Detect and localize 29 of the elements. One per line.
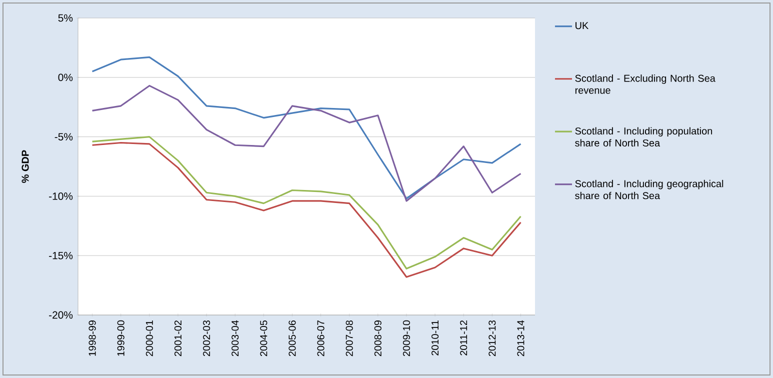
x-tick-label: 2007-08: [346, 320, 353, 356]
x-tick-label: 2011-12: [460, 320, 468, 356]
y-tick-label: 0%: [58, 74, 73, 82]
x-tick-label: 2013-14: [517, 320, 524, 356]
y-axis-title: % GDP: [22, 150, 29, 183]
x-tick-label: 2003-04: [232, 320, 239, 356]
x-tick-label: 2009-10: [402, 320, 410, 356]
line-series: [91, 56, 522, 200]
x-tick-label: 2008-09: [374, 320, 382, 356]
x-tick-label: 1998-99: [88, 320, 96, 356]
x-tick-label: 1999-00: [117, 320, 124, 356]
legend-label: Scotland - Including population share of North Sea: [575, 127, 712, 146]
y-tick-label: -15%: [49, 252, 73, 260]
legend-label: Scotland - Excluding North Sea revenue: [575, 74, 716, 94]
x-tick-label: 2002-03: [203, 320, 210, 356]
y-tick-label: -20%: [49, 311, 73, 319]
legend-label: UK: [576, 22, 589, 30]
y-tick-label: -5%: [54, 133, 73, 140]
x-tick-label: 2005-06: [288, 320, 296, 356]
y-tick-label: -10%: [49, 192, 73, 200]
line-series: [91, 84, 522, 202]
x-tick-label: 2004-05: [260, 320, 268, 356]
y-tick-label: 5%: [58, 14, 73, 22]
x-tick-label: 2006-07: [317, 320, 324, 356]
x-tick-label: 2001-02: [174, 320, 182, 356]
legend-label: Scotland - Including geographical share of North Sea: [575, 180, 724, 200]
x-tick-label: 2000-01: [146, 320, 153, 356]
x-tick-label: 2010-11: [432, 320, 439, 356]
x-tick-label: 2012-13: [488, 320, 496, 356]
